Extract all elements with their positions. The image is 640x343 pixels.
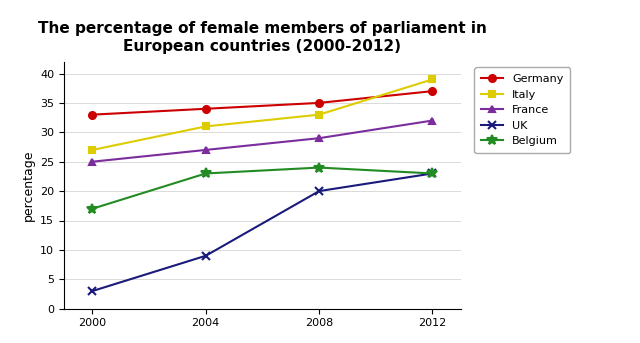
UK xyxy=(88,289,96,293)
Germany xyxy=(429,89,436,93)
Italy xyxy=(316,113,323,117)
Line: Germany: Germany xyxy=(89,88,436,118)
UK xyxy=(202,254,209,258)
France xyxy=(429,118,436,122)
Y-axis label: percentage: percentage xyxy=(22,150,35,221)
Line: Belgium: Belgium xyxy=(88,163,437,214)
France xyxy=(88,159,96,164)
Germany xyxy=(316,101,323,105)
Italy xyxy=(202,125,209,129)
Italy xyxy=(429,77,436,81)
UK xyxy=(316,189,323,193)
Legend: Germany, Italy, France, UK, Belgium: Germany, Italy, France, UK, Belgium xyxy=(474,67,570,153)
Germany xyxy=(202,107,209,111)
France xyxy=(202,148,209,152)
Line: France: France xyxy=(89,117,436,165)
Italy xyxy=(88,148,96,152)
Belgium xyxy=(316,166,323,170)
Germany xyxy=(88,113,96,117)
Belgium xyxy=(88,207,96,211)
UK xyxy=(429,172,436,176)
Line: UK: UK xyxy=(88,169,436,295)
Belgium xyxy=(429,172,436,176)
Belgium xyxy=(202,172,209,176)
Line: Italy: Italy xyxy=(89,76,436,153)
France xyxy=(316,136,323,140)
Title: The percentage of female members of parliament in
European countries (2000-2012): The percentage of female members of parl… xyxy=(38,21,487,54)
